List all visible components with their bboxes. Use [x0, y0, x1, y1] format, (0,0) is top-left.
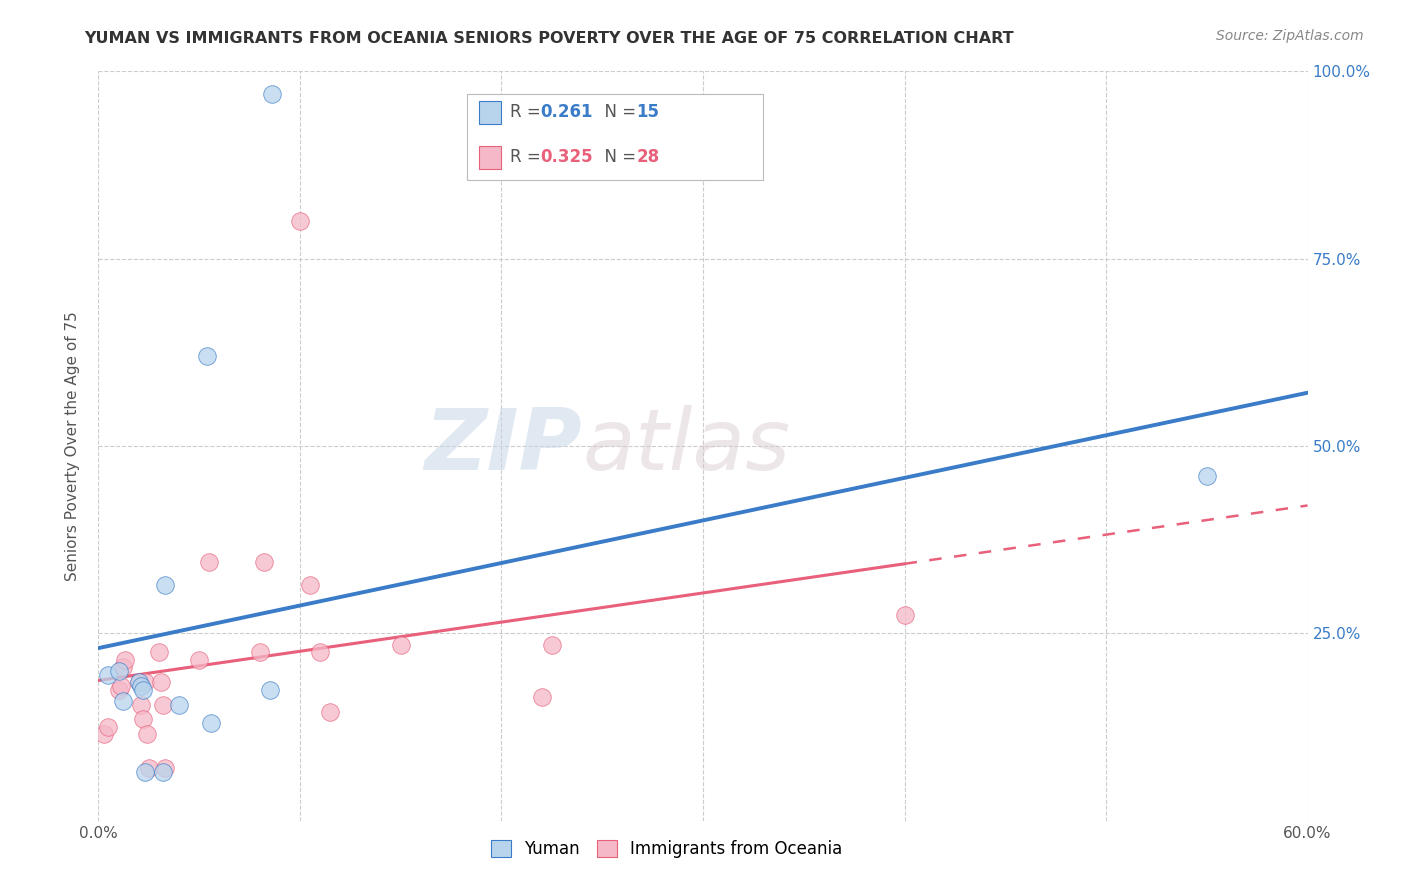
Point — [893, 607, 915, 622]
Point — [132, 682, 155, 697]
Point — [540, 638, 562, 652]
Point — [1195, 469, 1218, 483]
Point — [135, 727, 157, 741]
Text: R =: R = — [509, 103, 546, 121]
Legend: Yuman, Immigrants from Oceania: Yuman, Immigrants from Oceania — [485, 833, 849, 864]
Text: 28: 28 — [637, 148, 659, 166]
FancyBboxPatch shape — [467, 94, 763, 180]
Point — [299, 577, 322, 591]
Point — [134, 764, 156, 779]
Point — [200, 716, 222, 731]
Point — [198, 555, 221, 569]
Point — [148, 645, 170, 659]
Bar — [479, 146, 501, 169]
Point — [111, 660, 134, 674]
Point — [152, 764, 174, 779]
Point — [253, 555, 276, 569]
Point — [288, 214, 311, 228]
Point — [111, 694, 134, 708]
Text: 0.261: 0.261 — [540, 103, 592, 121]
Text: N =: N = — [595, 148, 641, 166]
Point — [97, 667, 120, 681]
Point — [249, 645, 271, 659]
Point — [167, 698, 190, 712]
Text: ZIP: ZIP — [425, 404, 582, 488]
Point — [114, 652, 136, 666]
Point — [153, 577, 176, 591]
Point — [138, 761, 160, 775]
Text: N =: N = — [595, 103, 641, 121]
Point — [309, 645, 332, 659]
Point — [110, 679, 132, 693]
Point — [188, 652, 211, 666]
Point — [129, 679, 152, 693]
Point — [530, 690, 553, 704]
Point — [195, 349, 218, 363]
Point — [153, 761, 176, 775]
Text: 15: 15 — [637, 103, 659, 121]
Text: R =: R = — [509, 148, 546, 166]
Point — [132, 713, 155, 727]
Point — [129, 698, 152, 712]
Point — [134, 675, 156, 690]
Point — [260, 87, 283, 101]
Point — [259, 682, 281, 697]
Text: YUMAN VS IMMIGRANTS FROM OCEANIA SENIORS POVERTY OVER THE AGE OF 75 CORRELATION : YUMAN VS IMMIGRANTS FROM OCEANIA SENIORS… — [84, 31, 1014, 46]
Point — [389, 638, 412, 652]
Text: 0.325: 0.325 — [540, 148, 592, 166]
Bar — [479, 102, 501, 124]
Text: Source: ZipAtlas.com: Source: ZipAtlas.com — [1216, 29, 1364, 43]
Text: atlas: atlas — [582, 404, 790, 488]
Point — [97, 720, 120, 734]
Point — [107, 664, 129, 678]
Point — [93, 727, 115, 741]
Point — [319, 705, 342, 719]
Y-axis label: Seniors Poverty Over the Age of 75: Seniors Poverty Over the Age of 75 — [65, 311, 80, 581]
Point — [107, 682, 129, 697]
Point — [128, 675, 150, 690]
Point — [128, 675, 150, 690]
Point — [152, 698, 174, 712]
Point — [149, 675, 172, 690]
